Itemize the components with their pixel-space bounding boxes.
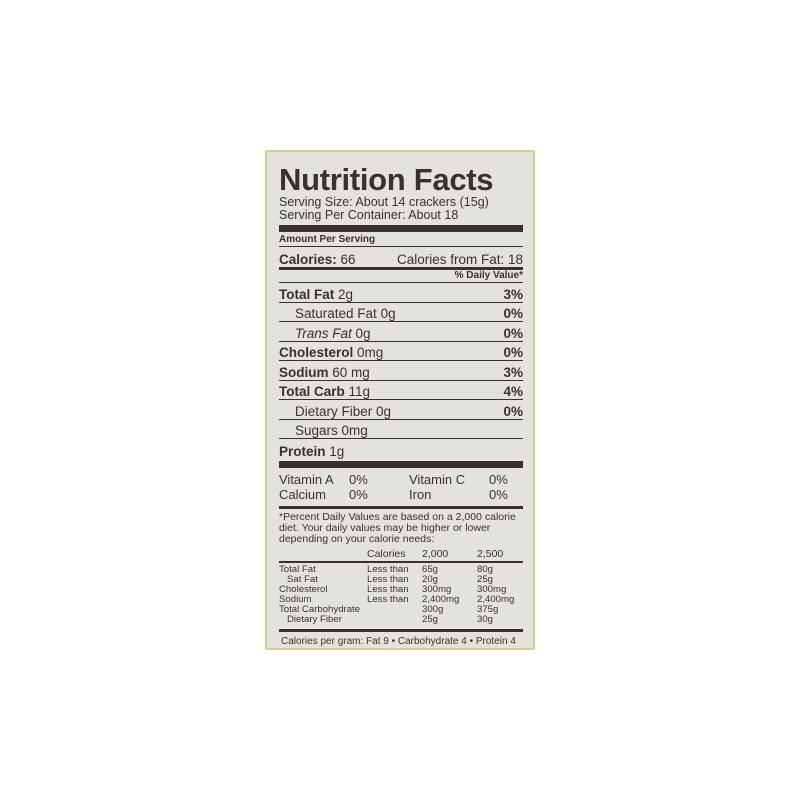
nutrient-daily-value: 4% xyxy=(503,384,523,399)
table-cell: Dietary Fiber xyxy=(287,613,342,625)
nutrient-name: Sodium xyxy=(279,364,329,380)
nutrient-amount: 11g xyxy=(348,384,371,399)
vitamin-dv: 0% xyxy=(349,471,368,487)
table-cell: 30g xyxy=(477,613,494,625)
nutrient-row: Protein 1g xyxy=(279,439,523,459)
table-row: Sat Fat Less than 20g 25g xyxy=(279,573,523,585)
amount-per-serving: Amount Per Serving xyxy=(279,234,376,245)
table-cell: Cholesterol xyxy=(279,583,328,595)
nutrient-daily-value: 0% xyxy=(503,345,523,360)
table-row: Sodium Less than 2,400mg 2,400mg xyxy=(279,593,523,605)
nutrient-amount: 0mg xyxy=(357,345,384,360)
table-cell: Less than xyxy=(367,583,409,595)
nutrient-name: Dietary Fiber xyxy=(295,403,373,419)
calories-per-gram: Calories per gram: Fat 9 • Carbohydrate … xyxy=(281,635,516,647)
nutrient-row: Saturated Fat 0g 0% xyxy=(279,303,523,322)
nutrient-amount: 1g xyxy=(329,443,345,459)
table-cell xyxy=(367,605,422,615)
daily-value-header: % Daily Value* xyxy=(454,270,523,281)
nutrition-label: Nutrition Facts Serving Size: About 14 c… xyxy=(265,150,535,650)
vitamin-name: Vitamin A xyxy=(279,471,334,487)
nutrient-row: Sodium 60 mg 3% xyxy=(279,361,523,381)
divider xyxy=(279,505,523,509)
nutrient-row: Total Carb 11g 4% xyxy=(279,381,523,400)
table-cell: 25g xyxy=(422,613,439,625)
label-title: Nutrition Facts xyxy=(279,162,494,197)
table-cell: 2,500 xyxy=(477,547,504,560)
divider xyxy=(279,282,523,283)
nutrient-name: Cholesterol xyxy=(279,345,354,360)
nutrient-list: Total Fat 2g 3% Saturated Fat 0g 0% Trans Fa… xyxy=(279,283,523,459)
table-cell xyxy=(279,549,367,559)
nutrient-name: Total Fat xyxy=(279,286,335,302)
nutrient-row: Trans Fat 0g 0% xyxy=(279,322,523,342)
nutrient-amount: 0mg xyxy=(341,423,368,438)
nutrient-amount: 2g xyxy=(338,286,354,302)
table-cell: Total Fat xyxy=(279,563,316,575)
nutrient-daily-value: 3% xyxy=(503,286,523,302)
table-row: Calories 2,000 2,500 xyxy=(279,547,523,563)
table-row: Dietary Fiber 25g 30g xyxy=(279,613,523,625)
daily-value-table: Calories 2,000 2,500 Total Fat Less than 65g 8… xyxy=(279,547,523,625)
table-cell xyxy=(367,615,422,625)
nutrient-amount: 0g xyxy=(376,403,392,419)
nutrient-row: Sugars 0mg xyxy=(279,420,523,439)
nutrient-daily-value: 3% xyxy=(503,364,523,380)
nutrient-row: Total Fat 2g 3% xyxy=(279,283,523,303)
calories-from-fat: Calories from Fat: 18 xyxy=(396,252,523,267)
table-row: Cholesterol Less than 300mg 300mg xyxy=(279,583,523,595)
table-row: Total Fat Less than 65g 80g xyxy=(279,563,523,575)
vitamin-name: Calcium xyxy=(279,486,326,502)
table-cell: Sat Fat xyxy=(287,573,318,585)
table-cell: 65g xyxy=(422,563,439,575)
divider xyxy=(279,246,523,247)
table-cell: Total Carbohydrate xyxy=(279,603,361,615)
table-cell: Less than xyxy=(367,593,409,605)
calories-row: Calories: 66 Calories from Fat: 18 xyxy=(279,247,523,267)
table-cell: 300g xyxy=(422,603,444,615)
divider xyxy=(279,460,523,468)
nutrient-name: Total Carb xyxy=(279,384,345,399)
vitamins: Vitamin A 0% Vitamin C 0% Calcium 0% Iron 0% xyxy=(279,472,523,502)
nutrient-row: Cholesterol 0mg 0% xyxy=(279,342,523,361)
vitamin-dv: 0% xyxy=(349,486,368,502)
table-cell: Sodium xyxy=(279,593,312,605)
table-cell: 300mg xyxy=(422,583,452,595)
divider xyxy=(279,267,523,270)
table-cell: 25g xyxy=(477,573,494,585)
footnote: *Percent Daily Values are based on a 2,0… xyxy=(279,510,516,545)
nutrient-amount: 60 mg xyxy=(332,364,370,380)
calories-value: 66 xyxy=(340,252,356,267)
table-cell: 2,000 xyxy=(422,547,449,560)
table-cell: Less than xyxy=(367,573,409,585)
nutrient-amount: 0g xyxy=(355,325,371,341)
nutrient-name: Protein xyxy=(279,443,326,459)
table-cell: 80g xyxy=(477,563,494,575)
nutrient-daily-value: 0% xyxy=(503,325,523,341)
servings-per-container: Serving Per Container: About 18 xyxy=(279,208,459,222)
vitamin-dv: 0% xyxy=(489,471,508,487)
vitamin-name: Iron xyxy=(409,486,432,502)
vitamin-name: Vitamin C xyxy=(409,471,466,487)
nutrient-name: Sugars xyxy=(295,423,338,438)
nutrient-daily-value: 0% xyxy=(503,403,523,419)
table-row: Total Carbohydrate 300g 375g xyxy=(279,603,523,615)
nutrient-name: Saturated Fat xyxy=(295,306,377,321)
table-cell: 20g xyxy=(422,573,439,585)
table-cell: Less than xyxy=(367,563,409,575)
divider xyxy=(279,225,523,232)
calories-label: Calories: xyxy=(279,252,337,267)
nutrient-amount: 0g xyxy=(380,306,396,321)
nutrient-daily-value: 0% xyxy=(503,306,523,321)
table-cell: 2,400mg xyxy=(422,593,460,605)
nutrient-row: Dietary Fiber 0g 0% xyxy=(279,400,523,420)
serving-size: Serving Size: About 14 crackers (15g) xyxy=(279,195,489,209)
table-cell: 2,400mg xyxy=(477,593,515,605)
table-cell: Calories xyxy=(367,547,406,560)
divider xyxy=(279,628,523,632)
nutrient-name: Trans Fat xyxy=(295,325,352,341)
table-cell: 300mg xyxy=(477,583,507,595)
table-cell: 375g xyxy=(477,603,499,615)
vitamin-dv: 0% xyxy=(489,486,508,502)
